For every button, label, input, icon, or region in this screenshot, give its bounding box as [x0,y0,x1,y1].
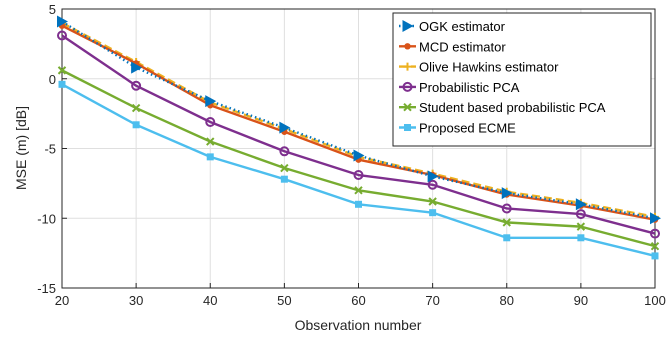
data-point [651,252,659,260]
x-tick-label: 90 [574,293,588,308]
data-point [131,80,142,91]
data-point [429,209,437,217]
legend-entry: MCD estimator [399,39,506,54]
series-layer [57,15,661,260]
data-point [575,209,586,220]
data-point [131,61,143,74]
data-point [575,198,587,211]
data-point [650,228,660,239]
data-point [57,66,67,75]
legend-marker [402,81,413,92]
series-4 [57,66,660,251]
y-axis-label: MSE (m) [dB] [13,106,29,190]
series-0 [57,15,661,225]
data-point [503,234,511,242]
legend-entry: Student based probabilistic PCA [399,100,606,115]
series-line [61,34,656,235]
data-point [428,197,437,206]
legend-marker [403,62,412,71]
legend: OGK estimator MCD estimator Olive Hawkins … [392,12,652,147]
data-point [353,149,365,162]
x-tick-label: 70 [425,293,439,308]
data-point [206,153,214,161]
legend-entry: Olive Hawkins estimator [399,60,559,75]
series-5 [58,80,659,260]
x-tick-label: 100 [644,293,666,308]
x-tick-label: 80 [500,293,514,308]
data-point [577,234,585,242]
x-tick-label: 20 [55,293,69,308]
legend-entry: Proposed ECME [399,121,516,136]
data-point [280,175,288,183]
x-axis-label: Observation number [295,317,422,333]
data-point [354,186,363,195]
legend-label: OGK estimator [419,19,506,34]
y-tick-label: -10 [37,211,56,226]
x-tick-label: 60 [351,293,365,308]
y-tick-label: -15 [37,281,56,296]
data-point [355,200,362,208]
legend-label: Proposed ECME [419,121,516,136]
data-point [279,146,290,157]
legend-entry: OGK estimator [399,19,506,34]
data-point [427,179,438,190]
legend-box [392,12,652,147]
data-point [57,30,67,41]
legend-label: Olive Hawkins estimator [419,60,559,75]
data-point [576,222,586,231]
legend-marker [402,20,414,32]
data-point [132,121,140,129]
x-tick-label: 30 [129,293,143,308]
data-point [650,241,660,251]
y-tick-label: -5 [44,142,56,157]
legend-label: Probabilistic PCA [419,80,520,95]
data-point [57,15,68,28]
data-point [650,212,661,225]
legend-marker [403,102,412,112]
data-point [206,137,215,146]
data-point [58,80,66,88]
y-tick-label: 0 [49,72,56,87]
data-point [131,103,141,113]
legend-marker [404,124,411,131]
series-3 [57,30,660,239]
data-point [280,163,289,173]
legend-entry: Probabilistic PCA [399,80,520,95]
data-point [501,187,513,200]
data-point [501,203,512,214]
legend-label: MCD estimator [419,39,506,54]
y-tick-label: 5 [49,2,56,17]
data-point [353,170,364,181]
x-axis: 20 30 40 50 60 70 80 90 100 [55,283,666,308]
legend-marker [404,43,411,50]
data-point [427,170,439,183]
legend-label: Student based probabilistic PCA [419,100,606,115]
data-point [205,95,217,108]
data-point [205,116,216,127]
y-axis: 5 0 -5 -10 -15 [37,2,67,296]
data-point [502,218,511,227]
x-tick-label: 50 [277,293,291,308]
x-tick-label: 40 [203,293,217,308]
data-point [279,121,291,134]
